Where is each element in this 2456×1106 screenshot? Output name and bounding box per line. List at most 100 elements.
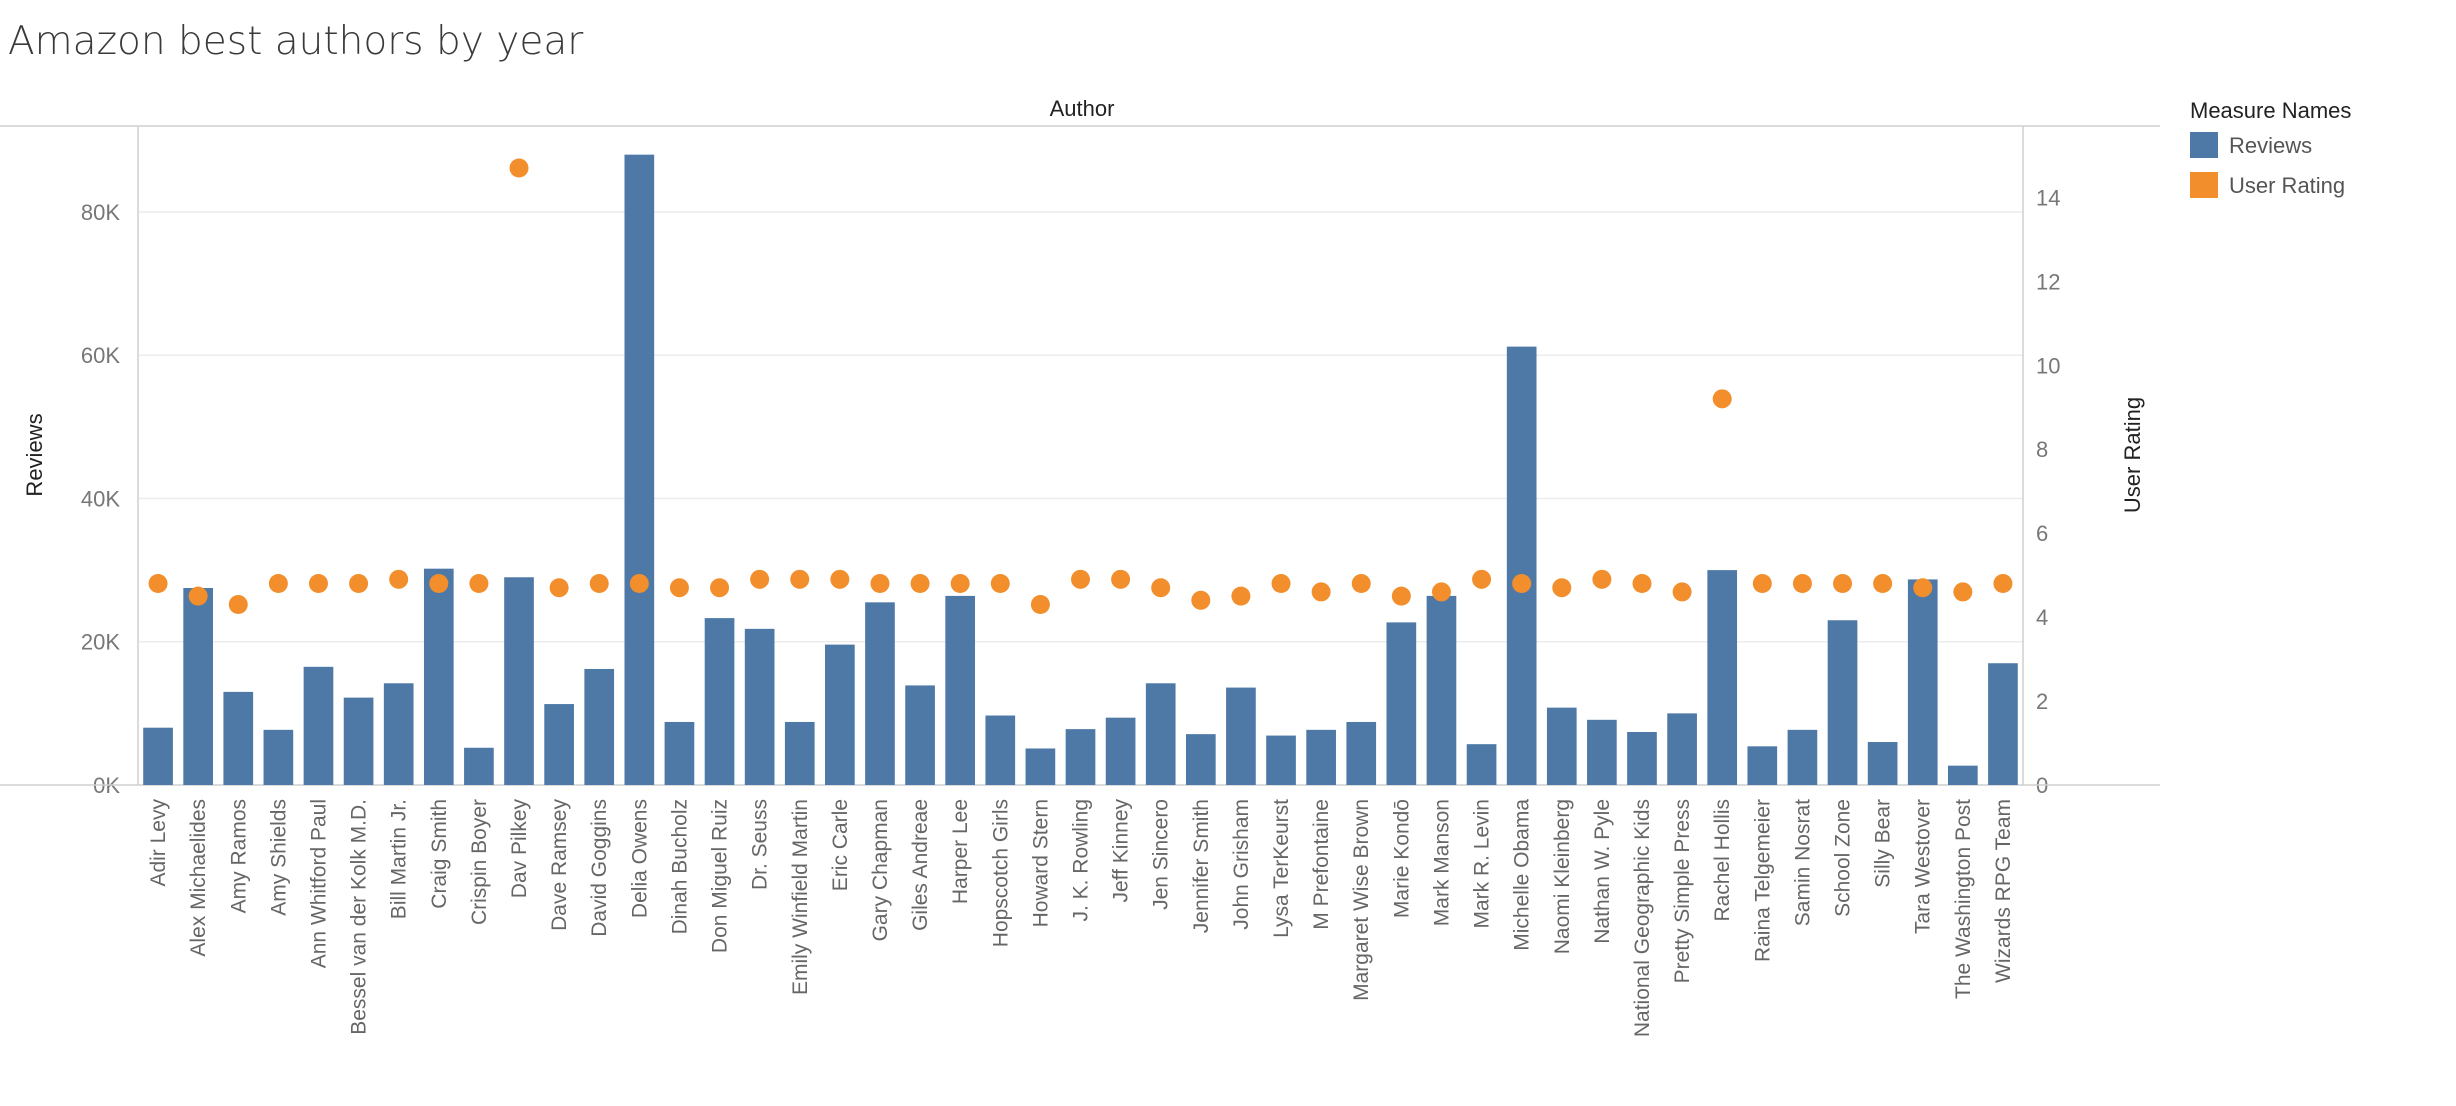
reviews-bar[interactable] xyxy=(1346,721,1377,785)
user-rating-point[interactable] xyxy=(268,574,288,594)
user-rating-point[interactable] xyxy=(148,574,168,594)
reviews-bar[interactable] xyxy=(905,685,935,785)
reviews-bar[interactable] xyxy=(1587,719,1617,785)
user-rating-point[interactable] xyxy=(1030,595,1050,615)
reviews-bar[interactable] xyxy=(1466,744,1497,785)
user-rating-point[interactable] xyxy=(429,574,449,594)
reviews-bar[interactable] xyxy=(1306,729,1336,785)
reviews-bar[interactable] xyxy=(744,628,775,785)
reviews-bar[interactable] xyxy=(1386,622,1417,785)
reviews-bar[interactable] xyxy=(1948,765,1978,785)
reviews-bar[interactable] xyxy=(784,721,815,785)
user-rating-point[interactable] xyxy=(1993,574,2013,594)
reviews-bar[interactable] xyxy=(383,683,414,785)
reviews-bar[interactable] xyxy=(664,721,695,785)
user-rating-point[interactable] xyxy=(589,574,609,594)
reviews-bar[interactable] xyxy=(423,568,454,785)
reviews-bar[interactable] xyxy=(704,618,735,785)
x-tick-labels: Adir Levy Alex Michaelides Amy Ramos Amy Sh… xyxy=(147,799,2015,1038)
reviews-bar[interactable] xyxy=(945,595,976,785)
user-rating-point[interactable] xyxy=(549,578,569,598)
reviews-bar[interactable] xyxy=(1707,570,1738,785)
reviews-bar[interactable] xyxy=(1065,729,1096,785)
reviews-bar[interactable] xyxy=(1747,746,1778,785)
user-rating-point[interactable] xyxy=(228,595,248,615)
reviews-bar[interactable] xyxy=(504,577,534,785)
reviews-bar[interactable] xyxy=(343,697,374,785)
user-rating-point[interactable] xyxy=(1953,582,1973,602)
reviews-bar[interactable] xyxy=(1266,735,1296,785)
user-rating-point[interactable] xyxy=(1913,578,1933,598)
reviews-bar[interactable] xyxy=(584,668,615,785)
reviews-bar[interactable] xyxy=(1988,663,2018,785)
user-rating-point[interactable] xyxy=(1431,582,1451,602)
reviews-bar[interactable] xyxy=(1426,595,1457,785)
reviews-bar[interactable] xyxy=(1185,734,1216,785)
reviews-bar[interactable] xyxy=(985,715,1016,785)
user-rating-point[interactable] xyxy=(950,574,970,594)
reviews-bar[interactable] xyxy=(865,602,895,785)
user-rating-point[interactable] xyxy=(910,574,930,594)
reviews-bar[interactable] xyxy=(1145,683,1176,785)
reviews-bar[interactable] xyxy=(1546,707,1577,785)
reviews-bar[interactable] xyxy=(303,666,334,785)
reviews-bar[interactable] xyxy=(624,154,655,786)
user-rating-point[interactable] xyxy=(1111,569,1131,589)
reviews-bar[interactable] xyxy=(143,727,173,785)
user-rating-point[interactable] xyxy=(509,158,529,178)
user-rating-point[interactable] xyxy=(1873,574,1893,594)
user-rating-point[interactable] xyxy=(389,569,409,589)
reviews-bar[interactable] xyxy=(223,691,254,785)
user-rating-point[interactable] xyxy=(1271,574,1291,594)
user-rating-point[interactable] xyxy=(469,574,489,594)
user-rating-point[interactable] xyxy=(349,574,369,594)
user-rating-point[interactable] xyxy=(308,574,328,594)
user-rating-point[interactable] xyxy=(710,578,730,598)
user-rating-point[interactable] xyxy=(830,569,850,589)
user-rating-point[interactable] xyxy=(1672,582,1692,602)
chart-title: Amazon best authors by year xyxy=(8,19,583,64)
user-rating-point[interactable] xyxy=(1391,586,1411,606)
user-rating-point[interactable] xyxy=(1472,569,1492,589)
reviews-bar[interactable] xyxy=(1226,687,1256,785)
user-rating-point[interactable] xyxy=(188,586,208,606)
user-rating-point[interactable] xyxy=(1712,389,1732,409)
user-rating-point[interactable] xyxy=(1071,569,1090,589)
reviews-bar[interactable] xyxy=(1787,729,1818,785)
user-rating-point[interactable] xyxy=(1151,578,1171,598)
user-rating-point[interactable] xyxy=(990,574,1010,594)
user-rating-point[interactable] xyxy=(1592,569,1612,589)
reviews-bar[interactable] xyxy=(544,704,574,785)
reviews-bar[interactable] xyxy=(1627,731,1657,785)
reviews-bar[interactable] xyxy=(464,747,494,785)
reviews-bar[interactable] xyxy=(263,729,294,785)
user-rating-point[interactable] xyxy=(870,574,890,594)
user-rating-point[interactable] xyxy=(1351,574,1371,594)
user-rating-point[interactable] xyxy=(750,569,770,589)
reviews-bar[interactable] xyxy=(1667,713,1697,785)
y-axis-title: Reviews xyxy=(22,413,47,496)
reviews-bar[interactable] xyxy=(1506,346,1537,785)
user-rating-point[interactable] xyxy=(1311,582,1331,602)
reviews-bar[interactable] xyxy=(825,644,855,785)
x-tick-label: The Washington Post xyxy=(1952,799,1975,999)
user-rating-point[interactable] xyxy=(1191,590,1211,610)
user-rating-point[interactable] xyxy=(1552,578,1572,598)
reviews-bar[interactable] xyxy=(1867,742,1898,785)
user-rating-point[interactable] xyxy=(669,578,689,598)
user-rating-point[interactable] xyxy=(1512,574,1532,594)
x-tick-label: Mark R. Levin xyxy=(1471,799,1494,929)
reviews-bar[interactable] xyxy=(183,588,213,785)
user-rating-point[interactable] xyxy=(1792,574,1812,594)
user-rating-point[interactable] xyxy=(790,569,810,589)
user-rating-point[interactable] xyxy=(629,574,649,594)
user-rating-point[interactable] xyxy=(1231,586,1251,606)
user-rating-point[interactable] xyxy=(1833,574,1853,594)
reviews-bar[interactable] xyxy=(1105,717,1136,785)
reviews-bar[interactable] xyxy=(1025,748,1056,785)
x-tick-label: Michelle Obama xyxy=(1511,799,1534,951)
reviews-bar[interactable] xyxy=(1907,579,1938,785)
reviews-bar[interactable] xyxy=(1827,620,1858,785)
user-rating-point[interactable] xyxy=(1752,574,1772,594)
user-rating-point[interactable] xyxy=(1632,574,1652,594)
